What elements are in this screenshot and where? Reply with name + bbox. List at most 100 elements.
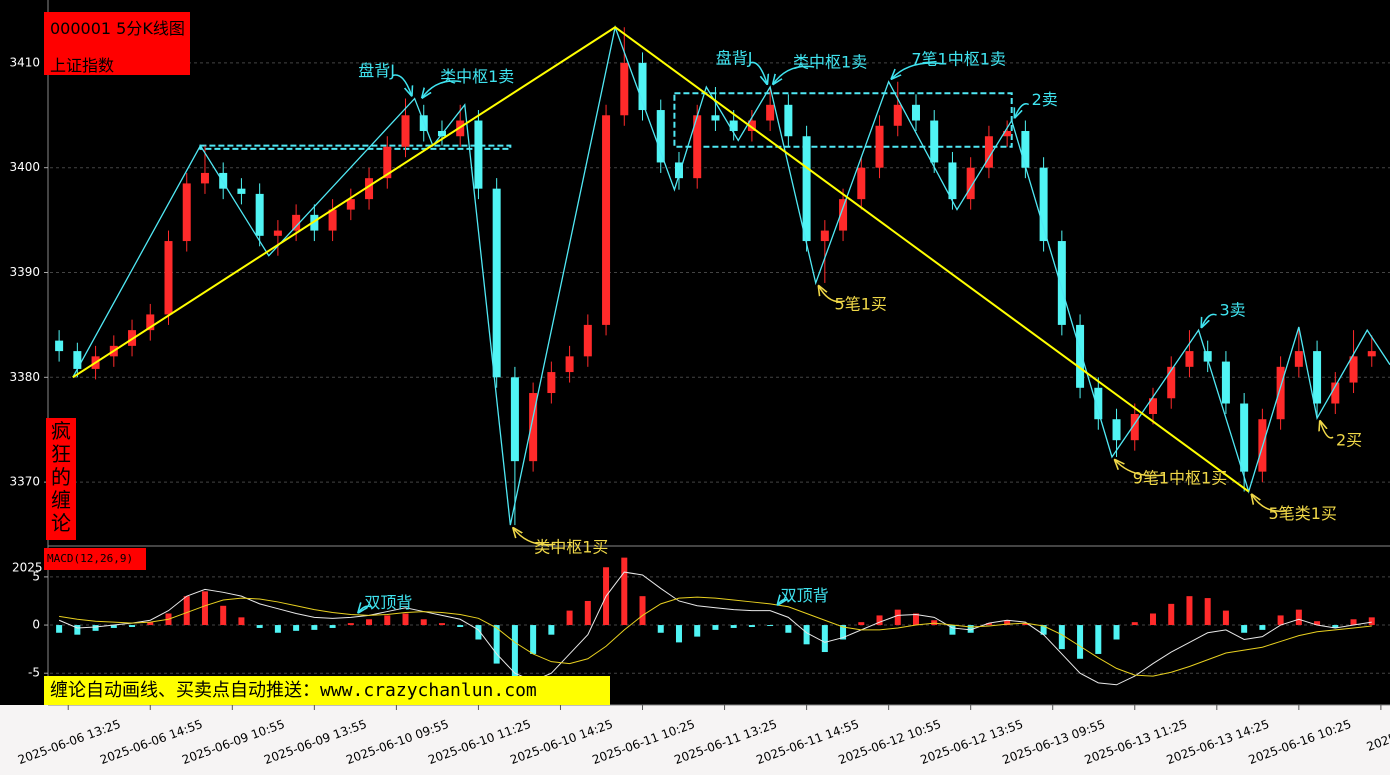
candle-body — [346, 199, 355, 210]
macd-bar — [621, 557, 628, 626]
candle-body — [1203, 351, 1212, 362]
macd-bar — [1259, 625, 1266, 630]
macd-bar — [675, 625, 682, 643]
candle-body — [273, 230, 282, 236]
candle-body — [474, 120, 483, 189]
candle-body — [638, 62, 647, 111]
annotation-label: 盘背J — [716, 48, 753, 67]
y-tick-label: 3370 — [9, 475, 40, 489]
banner: 缠论自动画线、买卖点自动推送：www.crazychanlun.com — [44, 676, 610, 705]
candle-body — [1313, 351, 1322, 404]
stroke-line — [72, 24, 1390, 526]
candle-body — [583, 324, 592, 357]
annotation-label: 盘背J — [358, 61, 395, 80]
macd-bar — [858, 622, 865, 626]
candle-body — [839, 199, 848, 231]
macd-bar — [912, 613, 919, 626]
candle-body — [1349, 356, 1358, 383]
x-tick-label: 2025-06-16 — [1365, 717, 1390, 754]
macd-bar — [1095, 625, 1102, 654]
candle-body — [1148, 398, 1157, 414]
candle-body — [310, 214, 319, 231]
candle-body — [1331, 382, 1340, 404]
annotation-arrow — [392, 74, 412, 96]
macd-bar — [384, 615, 391, 626]
annotation-label: 5笔1买 — [835, 294, 887, 313]
y-tick-label: 3400 — [9, 160, 40, 174]
candle-body — [1167, 366, 1176, 399]
candle-body — [292, 214, 301, 231]
macd-bar — [949, 625, 956, 635]
macd-bar — [129, 625, 136, 627]
candle-body — [237, 188, 246, 194]
macd-bar — [1004, 620, 1011, 626]
annotation-arrow — [1202, 313, 1217, 327]
annotation-label: 5笔类1买 — [1269, 504, 1337, 523]
macd-bar — [1040, 625, 1047, 635]
candle-body — [55, 340, 64, 352]
macd-bar — [548, 625, 555, 635]
macd-bar — [967, 625, 974, 633]
y-tick-label: 3380 — [9, 370, 40, 384]
annotation-label: 2买 — [1336, 431, 1362, 450]
candle-body — [1294, 351, 1303, 367]
annotation-label: 双顶背 — [781, 586, 829, 605]
candle-body — [766, 104, 775, 121]
macd-bar — [712, 625, 719, 630]
candle-body — [911, 104, 920, 121]
annotation-label: 3卖 — [1219, 301, 1245, 320]
macd-bar — [876, 615, 883, 626]
macd-bar — [402, 613, 409, 626]
macd-bar — [1368, 617, 1375, 626]
candle-body — [328, 209, 337, 231]
candle-body — [802, 136, 811, 242]
macd-bar — [457, 625, 464, 627]
annotation-label: 双顶背 — [364, 593, 412, 612]
macd-bar — [657, 625, 664, 633]
candle-body — [1021, 131, 1030, 168]
macd-bar — [329, 625, 336, 628]
candle-body — [1076, 324, 1085, 388]
macd-title: MACD(12,26,9) — [44, 548, 146, 570]
annotation-arrow — [892, 62, 943, 79]
macd-bar — [1186, 596, 1193, 626]
annotation-arrow — [773, 65, 815, 84]
macd-bar — [438, 623, 445, 626]
macd-bar — [894, 609, 901, 626]
macd-bar — [1204, 598, 1211, 626]
annotation-arrow — [819, 286, 845, 303]
annotation-arrow — [1115, 460, 1165, 477]
macd-bar — [1058, 625, 1065, 650]
macd-bar — [1022, 623, 1029, 626]
candle-body — [1112, 419, 1121, 441]
macd-bar — [256, 625, 263, 628]
candle-body — [1039, 167, 1048, 242]
macd-bar — [566, 610, 573, 626]
macd-bar — [1277, 615, 1284, 626]
annotation-label: 2卖 — [1032, 90, 1058, 109]
annotation-arrow — [513, 528, 556, 546]
candle-body — [146, 314, 155, 331]
macd-bar — [785, 625, 792, 633]
macd-bar — [1332, 625, 1339, 628]
candle-body — [620, 62, 629, 116]
macd-bar — [1295, 609, 1302, 626]
macd-bar — [110, 625, 117, 628]
candle-body — [164, 241, 173, 315]
candle-body — [984, 136, 993, 168]
annotation-label: 7笔1中枢1卖 — [911, 49, 1006, 68]
macd-bar — [584, 600, 591, 626]
annotation-label: 类中枢1卖 — [440, 67, 514, 86]
macd-bar — [1350, 619, 1357, 626]
annotation-arrow — [1320, 421, 1334, 439]
macd-bar — [1131, 622, 1138, 626]
chart-title: 000001 5分K线图 — [50, 19, 185, 38]
candle-body — [693, 115, 702, 179]
candle-body — [820, 230, 829, 242]
chart-subtitle: 上证指数 — [50, 56, 115, 75]
candle-body — [1130, 413, 1139, 441]
macd-bar — [347, 623, 354, 626]
y-tick-label: -5 — [28, 666, 40, 680]
